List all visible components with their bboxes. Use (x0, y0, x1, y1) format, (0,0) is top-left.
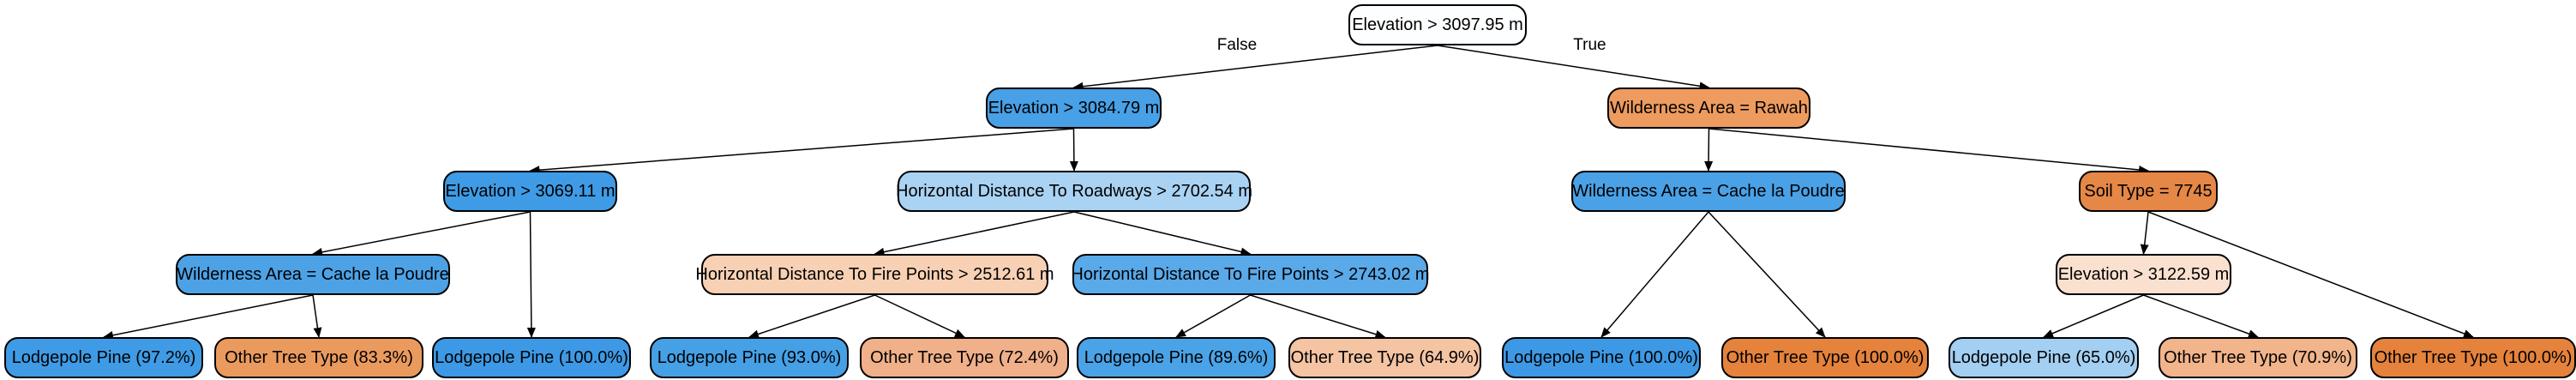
tree-edge (748, 294, 875, 339)
tree-edge (1175, 294, 1251, 338)
tree-node: Lodgepole Pine (65.0%) (1949, 337, 2139, 378)
tree-edge (1600, 211, 1709, 338)
tree-node: Lodgepole Pine (100.0%) (432, 337, 631, 378)
tree-node: Wilderness Area = Cache la Poudre (176, 254, 450, 295)
tree-edge (1250, 294, 1386, 339)
tree-edge (1708, 128, 2149, 174)
tree-edge (2143, 294, 2259, 338)
tree-node: Other Tree Type (72.4%) (860, 337, 1069, 378)
tree-edge (312, 211, 531, 256)
tree-node: Lodgepole Pine (89.6%) (1077, 337, 1276, 378)
tree-edge (874, 294, 965, 338)
tree-node: Other Tree Type (100.0%) (1721, 337, 1929, 378)
tree-node: Wilderness Area = Cache la Poudre (1571, 171, 1846, 212)
tree-edge (312, 294, 322, 338)
tree-edge (2147, 211, 2474, 338)
tree-node: Other Tree Type (64.9%) (1288, 337, 1481, 378)
tree-edge (2043, 294, 2144, 338)
tree-edge (1069, 128, 1078, 172)
tree-node: Elevation > 3084.79 m (986, 87, 1162, 129)
tree-node: Wilderness Area = Rawah (1607, 87, 1810, 129)
tree-node: Lodgepole Pine (97.2%) (4, 337, 203, 378)
tree-node: Lodgepole Pine (100.0%) (1502, 337, 1701, 378)
tree-edge (103, 294, 314, 340)
tree-edge (529, 128, 1074, 175)
tree-node: Elevation > 3122.59 m (2056, 254, 2231, 295)
tree-node: Elevation > 3097.95 m (1348, 4, 1527, 45)
tree-node: Soil Type = 7745 (2079, 171, 2218, 212)
edge-label-false: False (1216, 35, 1258, 54)
tree-node: Lodgepole Pine (93.0%) (650, 337, 849, 378)
tree-node: Horizontal Distance To Fire Points > 274… (1071, 254, 1430, 295)
tree-edge (2140, 211, 2149, 255)
tree-node: Other Tree Type (100.0%) (2370, 337, 2576, 378)
tree-edge (1708, 211, 1826, 338)
tree-node: Horizontal Distance To Roadways > 2702.5… (896, 171, 1252, 212)
tree-edge (1073, 211, 1252, 256)
tree-node: Other Tree Type (83.3%) (214, 337, 423, 378)
tree-edge (1072, 45, 1438, 91)
tree-edge (1437, 45, 1710, 91)
tree-edge (526, 211, 536, 338)
tree-edge (874, 211, 1075, 256)
tree-edge (1704, 128, 1714, 172)
tree-node: Horizontal Distance To Fire Points > 251… (695, 254, 1054, 295)
tree-node: Elevation > 3069.11 m (443, 171, 617, 212)
edge-label-true: True (1573, 35, 1606, 54)
tree-node: Other Tree Type (70.9%) (2159, 337, 2357, 378)
